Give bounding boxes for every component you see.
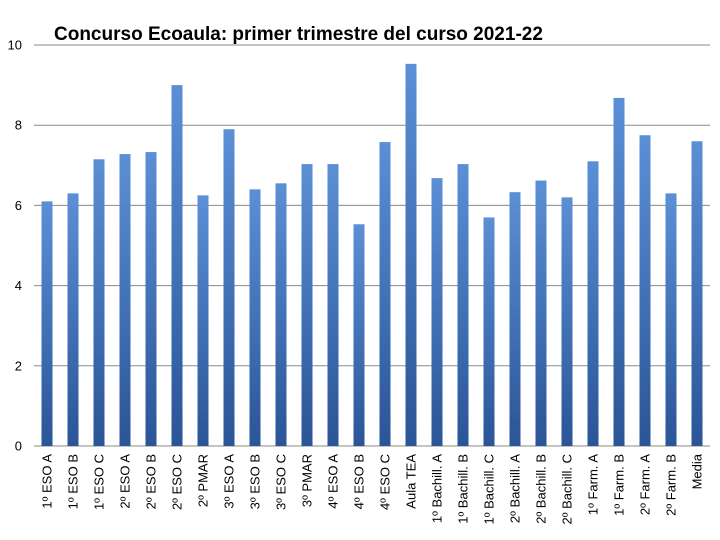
x-category-label: 1º ESO B [66, 454, 81, 509]
y-tick-label: 10 [8, 38, 22, 53]
x-category-label: 2º ESO A [118, 454, 133, 509]
bar [639, 135, 651, 446]
x-category-label: 3º ESO A [222, 454, 237, 509]
y-tick-label: 6 [15, 198, 22, 213]
x-category-label: 2º PMAR [196, 454, 211, 507]
x-category-label: 2º ESO C [170, 454, 185, 510]
x-category-label: 1º ESO A [40, 454, 55, 509]
x-category-label: Media [690, 453, 705, 489]
y-axis-ticks: 0 2 4 6 8 10 [8, 38, 22, 454]
chart-title: Concurso Ecoaula: primer trimestre del c… [54, 24, 543, 45]
bar [379, 142, 391, 447]
y-tick-label: 4 [15, 278, 22, 293]
gridlines [34, 44, 710, 447]
x-category-label: 4º ESO C [378, 454, 393, 510]
bar [223, 129, 235, 446]
bar [301, 164, 313, 447]
bars [41, 63, 703, 447]
bar [561, 197, 573, 446]
x-category-label: 1º Bachill. B [456, 454, 471, 524]
bar [587, 161, 599, 447]
x-category-label: 1º ESO C [92, 454, 107, 510]
x-category-label: 2º Farm. A [638, 454, 653, 515]
y-tick-label: 2 [15, 358, 22, 373]
x-category-label: 1º Bachill. A [430, 454, 445, 523]
x-category-label: 2º Bachill. B [534, 454, 549, 524]
bar [405, 63, 417, 447]
bar [249, 189, 261, 447]
bar [509, 192, 521, 446]
bar [613, 97, 625, 446]
bar [145, 152, 157, 446]
bar [327, 164, 339, 447]
y-tick-label: 0 [15, 439, 22, 454]
bar [353, 224, 365, 446]
x-category-label: 1º Bachill. C [482, 454, 497, 525]
bar [197, 195, 209, 446]
x-category-label: 1º Farm. A [586, 454, 601, 515]
x-category-label: 2º ESO B [144, 454, 159, 509]
bar [119, 154, 131, 446]
bar [457, 164, 469, 447]
bar [431, 178, 443, 446]
x-category-label: 2º Farm. B [664, 454, 679, 516]
x-category-label: 1º Farm. B [612, 454, 627, 516]
y-tick-label: 8 [15, 118, 22, 133]
bar [483, 217, 495, 446]
bar [67, 193, 79, 446]
x-category-label: 2º Bachill. C [560, 454, 575, 525]
bar [691, 141, 703, 447]
x-category-label: 4º ESO A [326, 454, 341, 509]
x-category-label: 4º ESO B [352, 454, 367, 509]
bar [535, 180, 547, 446]
x-axis-category-labels: 1º ESO A 1º ESO B 1º ESO C 2º ESO A 2º ESO B… [40, 453, 705, 524]
bar [41, 201, 53, 446]
x-category-label: 2º Bachill. A [508, 454, 523, 523]
x-category-label: 3º PMAR [300, 454, 315, 507]
x-category-label: Aula TEA [404, 454, 419, 509]
x-category-label: 3º ESO B [248, 454, 263, 509]
bar [275, 183, 287, 446]
bar [93, 159, 105, 446]
x-category-label: 3º ESO C [274, 454, 289, 510]
bar [665, 193, 677, 446]
bar [171, 85, 183, 446]
